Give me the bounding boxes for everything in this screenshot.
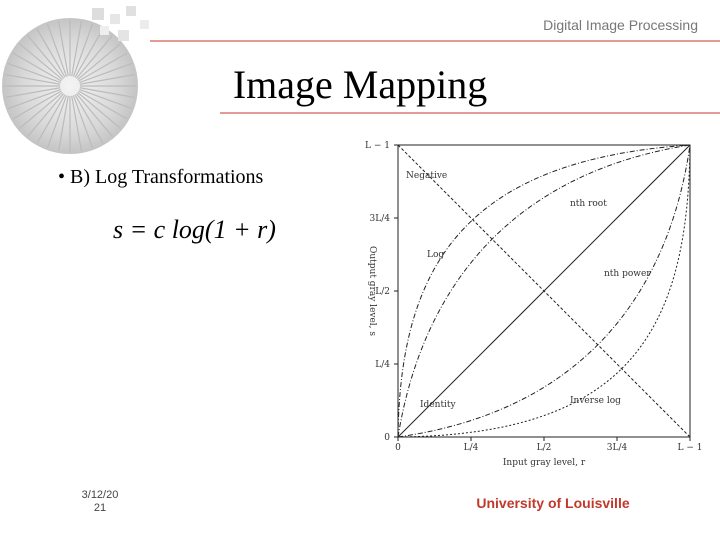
formula: s = c log(1 + r)	[113, 215, 276, 244]
logo	[2, 6, 149, 154]
curve-label: Log	[427, 250, 444, 260]
logo-spoke	[75, 93, 113, 137]
logo-spoke	[78, 52, 128, 82]
x-tick-label: L/2	[537, 443, 552, 453]
logo-spoke	[79, 87, 136, 99]
inverse-log-curve	[397, 144, 691, 438]
figure: L − 1 3L/4 L/2 L/4 00 L/4 L/2 3L/4 L − 1 Input gr…	[365, 141, 702, 468]
x-axis-title: Input gray level, r	[503, 458, 586, 468]
curve-label: Identity	[420, 400, 457, 410]
logo-spoke	[72, 95, 94, 149]
logo-spoke	[74, 94, 104, 144]
logo-spoke	[46, 95, 68, 149]
logo-spoke	[19, 91, 63, 129]
log-curve	[397, 144, 691, 438]
x-tick-label: L/4	[464, 443, 479, 453]
logo-spoke	[57, 20, 69, 77]
logo-spoke	[75, 35, 113, 79]
curve-label: nth root	[570, 199, 607, 209]
date-line: 21	[94, 502, 106, 514]
bullet: • B) Log Transformations	[58, 166, 264, 188]
nth-root-curve	[397, 144, 691, 438]
curve-label: Negative	[406, 171, 447, 181]
x-tick-label: L − 1	[678, 443, 703, 453]
y-axis-title: Output gray level, s	[367, 246, 377, 336]
curve-label: Inverse log	[570, 396, 621, 406]
logo-spoke	[74, 28, 104, 78]
logo-spoke	[79, 62, 133, 84]
logo-spoke	[7, 62, 61, 84]
institution: University of Louisville	[476, 495, 629, 511]
slide-title: Image Mapping	[233, 62, 487, 107]
logo-spoke	[46, 23, 68, 77]
y-tick-label: 3L/4	[370, 214, 391, 224]
logo-spoke	[27, 93, 65, 137]
logo-spoke	[12, 90, 62, 120]
logo-spoke	[27, 35, 65, 79]
logo-spoke	[72, 23, 94, 77]
logo-spoke	[4, 73, 61, 85]
logo-spoke	[57, 95, 69, 152]
logo-spoke	[7, 88, 61, 110]
logo-spoke	[71, 95, 83, 152]
y-tick-label: L − 1	[365, 141, 390, 151]
y-tick-label: L/2	[375, 287, 390, 297]
date-line: 3/12/20	[82, 489, 119, 501]
x-tick-label: 0	[395, 443, 401, 453]
nth-power-curve	[397, 144, 691, 438]
logo-spoke	[78, 90, 128, 120]
logo-spoke	[77, 43, 121, 81]
logo-spoke	[12, 52, 62, 82]
logo-spoke	[71, 20, 83, 77]
curve-label: nth power	[604, 269, 651, 279]
logo-spoke	[79, 88, 133, 110]
logo-spoke	[19, 43, 63, 81]
y-tick-label: L/4	[375, 360, 390, 370]
logo-spoke	[77, 91, 121, 129]
logo-spoke	[4, 87, 61, 99]
logo-spoke	[36, 94, 66, 144]
x-tick-label: 3L/4	[607, 443, 628, 453]
negative-curve	[397, 144, 691, 438]
y-tick-label: 0	[384, 433, 390, 443]
logo-spoke	[79, 73, 136, 85]
course-name: Digital Image Processing	[543, 17, 698, 33]
logo-spoke	[36, 28, 66, 78]
